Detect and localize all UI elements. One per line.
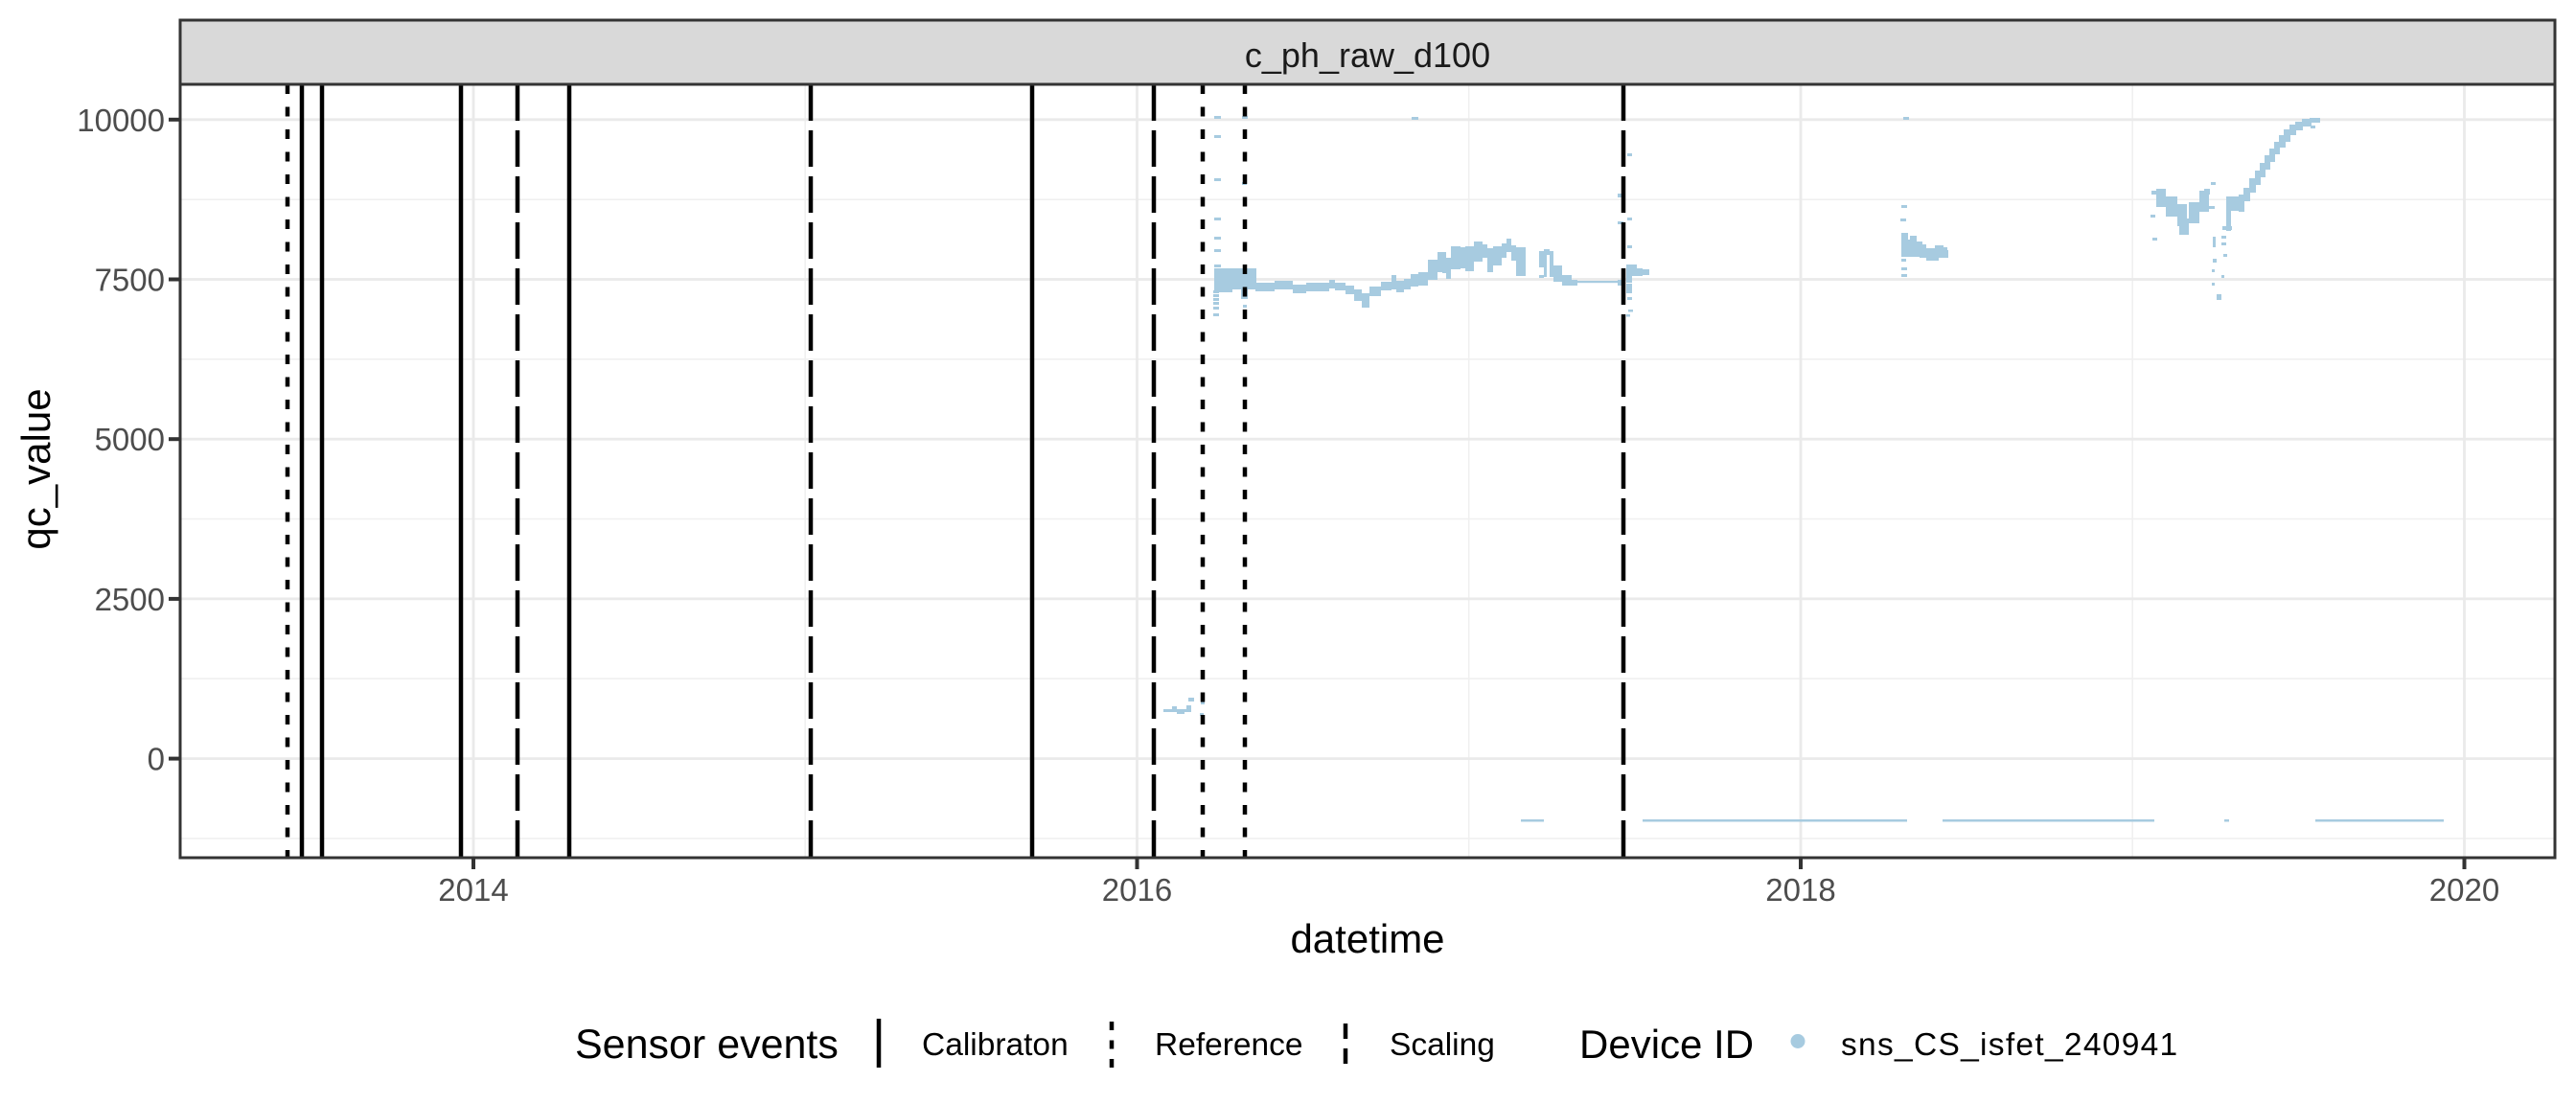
svg-text:2016: 2016 (1102, 872, 1172, 908)
svg-text:datetime: datetime (1290, 916, 1444, 961)
svg-text:7500: 7500 (95, 263, 165, 298)
svg-text:2020: 2020 (2429, 872, 2499, 908)
svg-text:0: 0 (148, 742, 165, 777)
svg-text:2014: 2014 (438, 872, 508, 908)
svg-text:c_ph_raw_d100: c_ph_raw_d100 (1245, 35, 1490, 75)
svg-text:Reference: Reference (1155, 1027, 1303, 1063)
svg-text:Scaling: Scaling (1390, 1027, 1495, 1063)
svg-text:10000: 10000 (77, 103, 165, 138)
svg-text:2500: 2500 (95, 582, 165, 617)
svg-text:qc_value: qc_value (13, 388, 58, 549)
svg-text:sns_CS_isfet_240941: sns_CS_isfet_240941 (1841, 1027, 2179, 1063)
svg-text:Calibraton: Calibraton (922, 1027, 1069, 1063)
svg-text:Sensor events: Sensor events (575, 1022, 839, 1068)
svg-text:Device ID: Device ID (1579, 1022, 1754, 1067)
svg-text:5000: 5000 (95, 422, 165, 457)
svg-text:2018: 2018 (1765, 872, 1835, 908)
